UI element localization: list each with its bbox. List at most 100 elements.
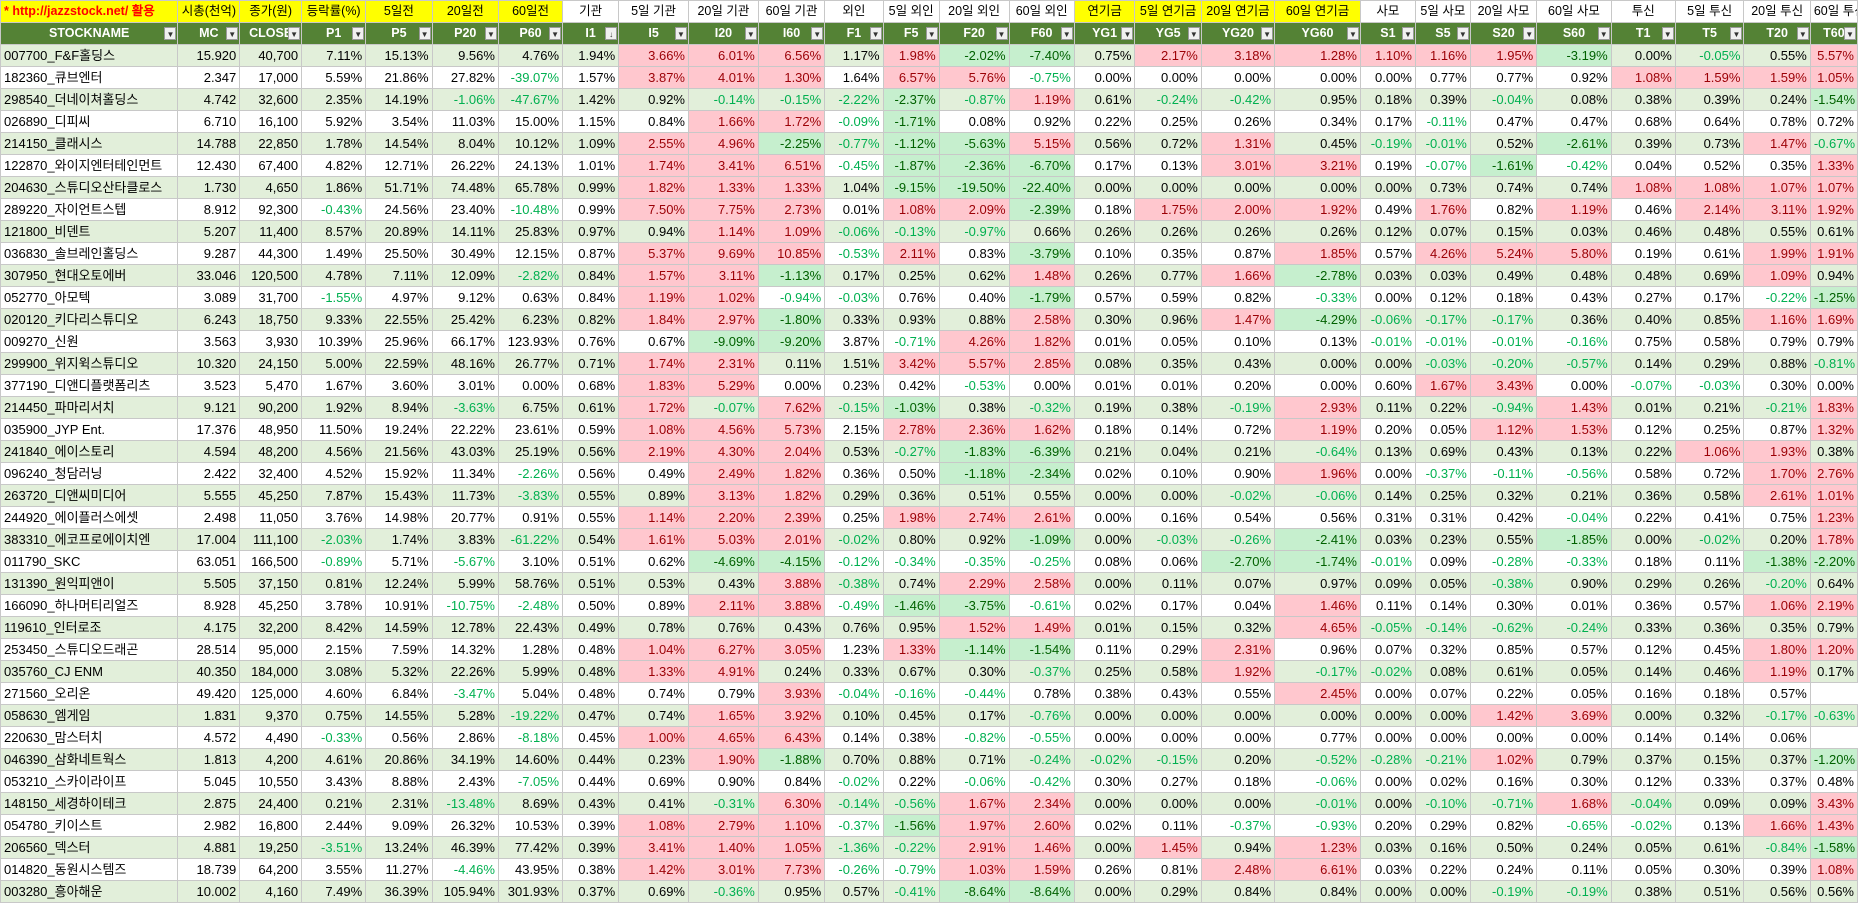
data-cell[interactable]: 0.38% <box>562 858 620 881</box>
data-cell[interactable]: 1.47% <box>1200 308 1276 331</box>
stock-name-cell[interactable]: 214150_클래시스 <box>0 132 179 155</box>
data-cell[interactable]: 25.19% <box>497 440 564 463</box>
data-cell[interactable]: 1.67% <box>301 374 367 397</box>
data-cell[interactable]: 0.10% <box>824 704 884 727</box>
data-cell[interactable]: 32,200 <box>239 616 303 639</box>
data-cell[interactable]: 0.11% <box>1134 814 1202 837</box>
stock-name-cell[interactable]: 007700_F&F홀딩스 <box>0 44 179 67</box>
data-cell[interactable]: 4.26% <box>1414 242 1471 265</box>
data-cell[interactable]: 0.39% <box>562 836 620 859</box>
data-cell[interactable]: 1.78% <box>1809 528 1858 551</box>
data-cell[interactable]: 0.72% <box>1809 110 1858 133</box>
data-cell[interactable]: 0.55% <box>1743 44 1811 67</box>
data-cell[interactable]: 0.07% <box>1414 682 1471 705</box>
data-cell[interactable]: -2.61% <box>1536 132 1612 155</box>
data-cell[interactable]: 2.29% <box>938 572 1010 595</box>
data-cell[interactable]: 0.18% <box>1073 198 1136 221</box>
data-cell[interactable]: 1.10% <box>757 814 826 837</box>
data-cell[interactable]: 0.22% <box>1610 506 1676 529</box>
data-cell[interactable]: 3.66% <box>618 44 689 67</box>
data-cell[interactable]: 4.572 <box>177 726 241 749</box>
data-cell[interactable]: 0.24% <box>1743 88 1811 111</box>
data-cell[interactable]: -0.19% <box>1200 396 1276 419</box>
column-header[interactable]: I5 ▼ <box>618 22 689 45</box>
data-cell[interactable]: -2.78% <box>1274 264 1361 287</box>
data-cell[interactable]: 0.58% <box>1134 660 1202 683</box>
data-cell[interactable]: 0.33% <box>1610 616 1676 639</box>
data-cell[interactable]: 17,000 <box>239 66 303 89</box>
data-cell[interactable]: -1.58% <box>1809 836 1858 859</box>
data-cell[interactable]: 0.39% <box>562 814 620 837</box>
data-cell[interactable]: -2.36% <box>938 154 1010 177</box>
data-cell[interactable]: -1.38% <box>1743 550 1811 573</box>
data-cell[interactable]: 20.89% <box>365 220 433 243</box>
data-cell[interactable]: 1.45% <box>1134 836 1202 859</box>
data-cell[interactable]: 0.35% <box>1134 352 1202 375</box>
stock-name-cell[interactable]: 377190_디앤디플랫폼리츠 <box>0 374 179 397</box>
data-cell[interactable]: 2.31% <box>365 792 433 815</box>
data-cell[interactable]: 1.02% <box>688 286 759 309</box>
data-cell[interactable]: 0.00% <box>1274 374 1361 397</box>
data-cell[interactable]: 0.82% <box>1200 286 1276 309</box>
data-cell[interactable]: 1.76% <box>1414 198 1471 221</box>
data-cell[interactable]: 0.16% <box>1610 682 1676 705</box>
data-cell[interactable]: 8.57% <box>301 220 367 243</box>
data-cell[interactable]: 0.15% <box>1134 616 1202 639</box>
data-cell[interactable]: -0.61% <box>1008 594 1075 617</box>
data-cell[interactable]: 95,000 <box>239 638 303 661</box>
data-cell[interactable]: 0.30% <box>1073 308 1136 331</box>
data-cell[interactable]: 2.58% <box>1008 308 1075 331</box>
data-cell[interactable]: 6.51% <box>757 154 826 177</box>
data-cell[interactable]: 23.40% <box>431 198 499 221</box>
data-cell[interactable]: 0.84% <box>757 770 826 793</box>
data-cell[interactable]: 0.43% <box>1536 286 1612 309</box>
data-cell[interactable]: 0.19% <box>1359 154 1416 177</box>
data-cell[interactable]: 1.67% <box>1414 374 1471 397</box>
data-cell[interactable]: 0.84% <box>562 264 620 287</box>
data-cell[interactable]: 9.09% <box>365 814 433 837</box>
data-cell[interactable]: 25.50% <box>365 242 433 265</box>
data-cell[interactable]: -1.06% <box>431 88 499 111</box>
data-cell[interactable]: -0.04% <box>824 682 884 705</box>
data-cell[interactable]: 0.05% <box>1536 682 1612 705</box>
data-cell[interactable]: -1.36% <box>824 836 884 859</box>
data-cell[interactable]: 8.69% <box>497 792 564 815</box>
filter-dropdown-icon[interactable]: ▼ <box>811 27 824 40</box>
data-cell[interactable]: 1.69% <box>1809 308 1858 331</box>
data-cell[interactable]: -0.01% <box>1414 132 1471 155</box>
data-cell[interactable]: 0.09% <box>1414 550 1471 573</box>
data-cell[interactable]: 0.48% <box>1536 264 1612 287</box>
data-cell[interactable]: 0.71% <box>938 748 1010 771</box>
data-cell[interactable]: -0.02% <box>1073 748 1136 771</box>
column-header[interactable]: P20 ▼ <box>431 22 499 45</box>
data-cell[interactable]: 0.05% <box>1414 418 1471 441</box>
data-cell[interactable]: 0.68% <box>1610 110 1676 133</box>
filter-dropdown-icon[interactable]: ▼ <box>1187 27 1200 40</box>
data-cell[interactable]: 1.47% <box>1743 132 1811 155</box>
stock-name-cell[interactable]: 009270_신원 <box>0 330 179 353</box>
data-cell[interactable]: 0.36% <box>1610 594 1676 617</box>
data-cell[interactable]: 26.77% <box>497 352 564 375</box>
data-cell[interactable]: 10.39% <box>301 330 367 353</box>
data-cell[interactable]: 11.34% <box>431 462 499 485</box>
filter-dropdown-icon[interactable]: ▼ <box>1060 27 1073 40</box>
data-cell[interactable]: 92,300 <box>239 198 303 221</box>
data-cell[interactable]: -0.38% <box>824 572 884 595</box>
data-cell[interactable]: -0.55% <box>1008 726 1075 749</box>
data-cell[interactable]: 10.53% <box>497 814 564 837</box>
data-cell[interactable]: -2.25% <box>757 132 826 155</box>
data-cell[interactable]: 63.051 <box>177 550 241 573</box>
data-cell[interactable]: 0.32% <box>1200 616 1276 639</box>
data-cell[interactable]: 2.60% <box>1008 814 1075 837</box>
data-cell[interactable]: -5.67% <box>431 550 499 573</box>
data-cell[interactable]: 0.08% <box>938 110 1010 133</box>
data-cell[interactable]: 5.29% <box>688 374 759 397</box>
data-cell[interactable]: 0.58% <box>1674 330 1745 353</box>
data-cell[interactable]: 0.11% <box>1134 572 1202 595</box>
data-cell[interactable]: 7.50% <box>618 198 689 221</box>
data-cell[interactable]: 4.01% <box>688 66 759 89</box>
data-cell[interactable]: 0.45% <box>562 726 620 749</box>
data-cell[interactable]: 0.61% <box>562 396 620 419</box>
data-cell[interactable]: 5.92% <box>301 110 367 133</box>
data-cell[interactable]: 40.350 <box>177 660 241 683</box>
